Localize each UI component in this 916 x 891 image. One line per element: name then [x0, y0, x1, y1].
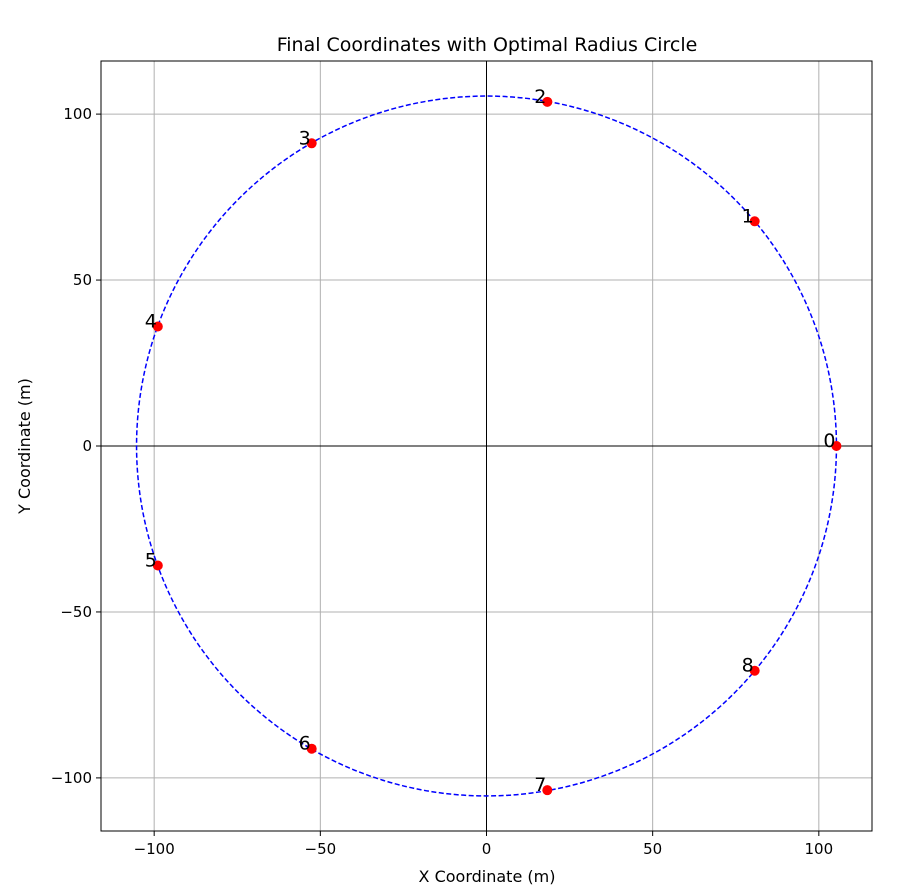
- y-tick-label: 100: [63, 105, 92, 123]
- data-point-label: 3: [299, 127, 311, 149]
- data-point-label: 0: [823, 430, 835, 452]
- data-point-label: 5: [145, 549, 157, 571]
- data-point-label: 1: [742, 205, 754, 227]
- y-tick-label: 0: [82, 437, 92, 455]
- data-point-label: 4: [145, 311, 157, 333]
- data-point: [306, 743, 317, 754]
- data-point: [749, 665, 760, 676]
- x-tick-label: 100: [805, 840, 834, 858]
- x-axis-label: X Coordinate (m): [419, 867, 556, 886]
- data-point: [542, 785, 553, 796]
- y-tick-label: 50: [73, 271, 92, 289]
- x-axis-ticks: −100 −50 0 50 100: [134, 831, 834, 858]
- data-point: [749, 216, 760, 227]
- data-point-label: 8: [742, 655, 754, 677]
- data-point: [306, 138, 317, 149]
- data-point: [152, 560, 163, 571]
- y-tick-label: −100: [51, 769, 92, 787]
- x-tick-label: 0: [482, 840, 492, 858]
- data-point: [542, 96, 553, 107]
- data-point-label: 2: [534, 86, 546, 108]
- y-axis-label: Y Coordinate (m): [15, 378, 34, 515]
- y-tick-label: −50: [60, 603, 92, 621]
- x-tick-label: 50: [643, 840, 662, 858]
- plot-area: 0 1 2 3 4 5 6 7 8: [100, 60, 873, 832]
- data-point-label: 6: [299, 733, 311, 755]
- x-tick-label: −100: [134, 840, 175, 858]
- data-point-label: 7: [534, 774, 546, 796]
- zero-axes: [101, 61, 872, 831]
- x-tick-label: −50: [305, 840, 337, 858]
- y-axis-ticks: −100 −50 0 50 100: [51, 105, 101, 787]
- chart-title: Final Coordinates with Optimal Radius Ci…: [277, 34, 698, 56]
- data-points: 0 1 2 3 4 5 6 7 8: [145, 86, 842, 796]
- data-point: [152, 321, 163, 332]
- data-point: [831, 441, 842, 451]
